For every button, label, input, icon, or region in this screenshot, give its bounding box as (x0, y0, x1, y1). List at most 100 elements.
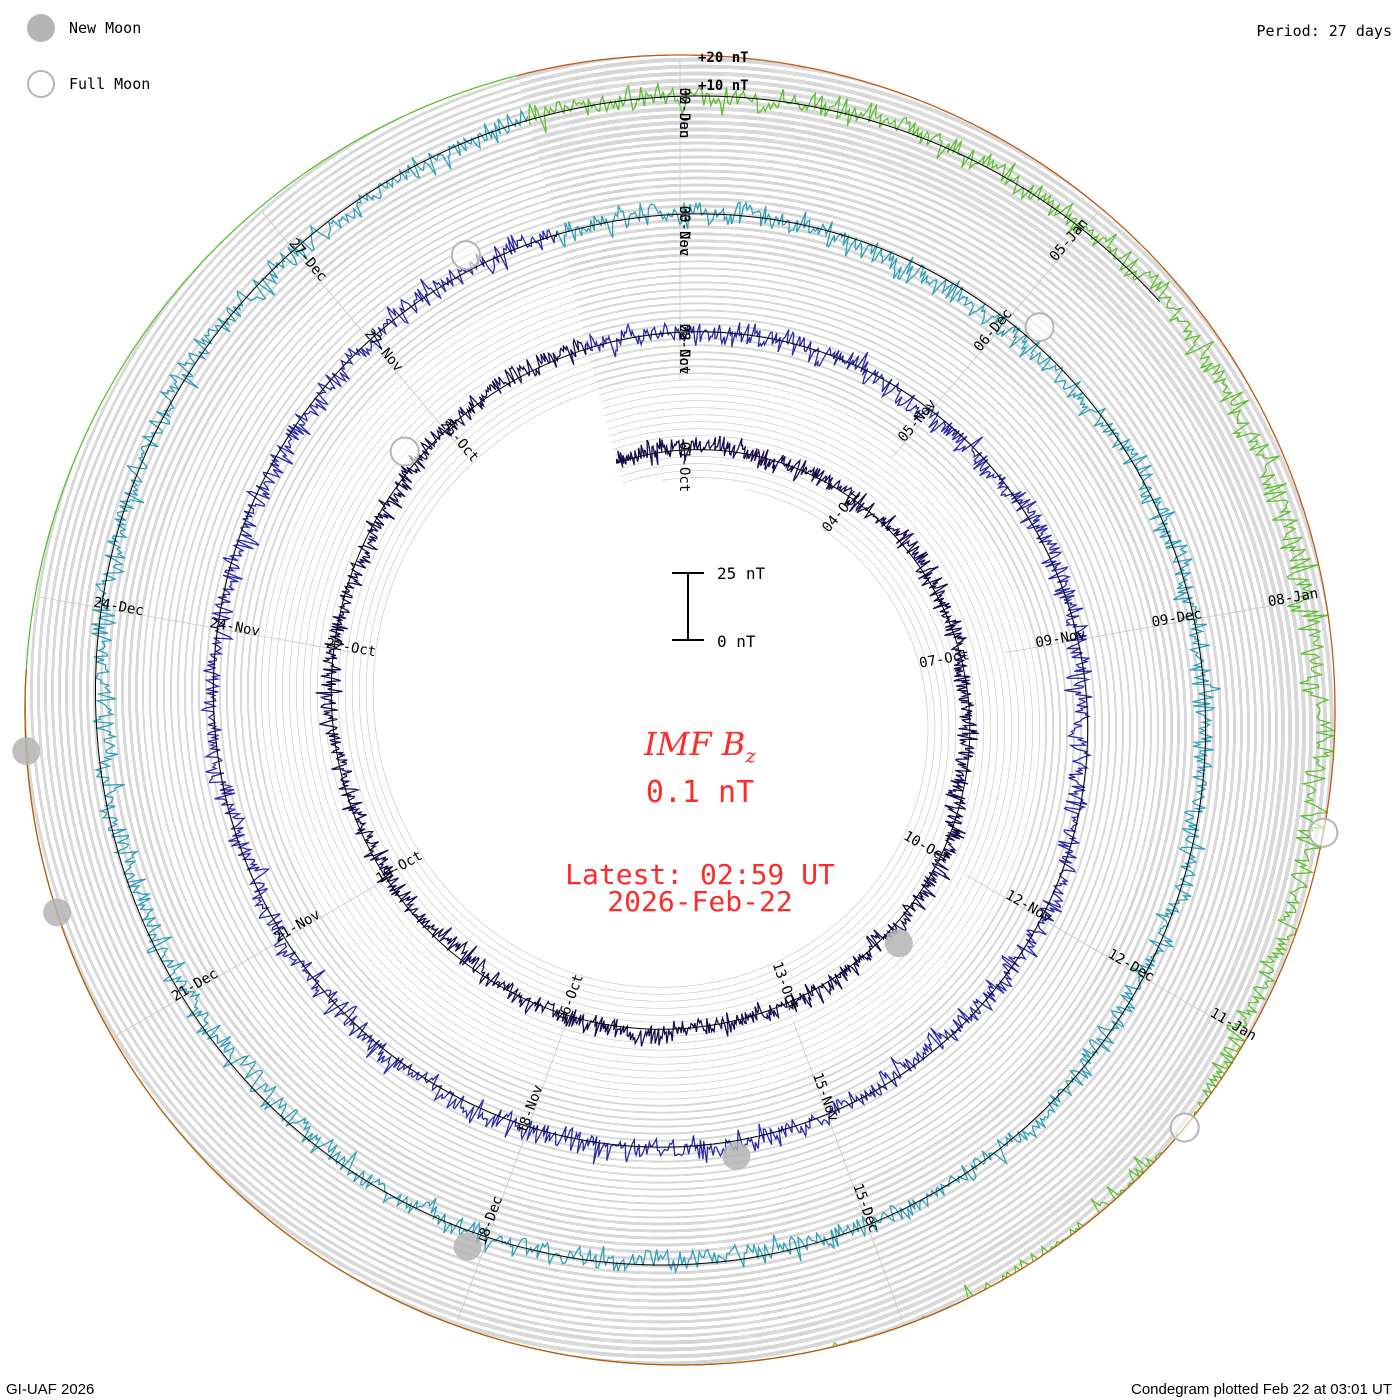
new-moon-marker (12, 737, 41, 766)
grid-spiral-line (67, 67, 1234, 1294)
new-moon-marker (43, 898, 72, 927)
date-tick-label: 03-Dec (676, 206, 692, 257)
radial-spoke (965, 874, 1244, 1036)
grid-spiral-line (45, 128, 1256, 1316)
grid-spiral-line (116, 116, 1303, 1363)
grid-spiral-line (522, 71, 1201, 313)
grid-spiral-line (109, 109, 1310, 1353)
grid-spiral-line (532, 113, 1306, 1366)
scale-bar: 25 nT 0 nT (672, 564, 766, 651)
radial-spokes (39, 60, 1321, 1321)
grid-spiral-line (46, 113, 1255, 1315)
grid-spiral-line (51, 61, 1250, 1310)
grid-spiral-line (86, 86, 1333, 1275)
grid-spiral-line (102, 102, 1317, 1259)
quantity-title-main: IMF B (644, 725, 746, 763)
radial-spoke (1004, 596, 1321, 654)
grid-spiral-line (114, 114, 1305, 1365)
grid-spiral-line (74, 135, 1284, 1344)
radial-spoke (457, 1019, 568, 1321)
grid-spiral-line (53, 55, 1248, 1308)
date-tick-label: 30-Nov (676, 206, 692, 257)
grid-spiral-line (32, 150, 1269, 1329)
full-moon-marker (389, 436, 420, 467)
grid-spiral-line (44, 145, 1257, 1317)
grid-spiral-line (236, 127, 1292, 1352)
new-moon-marker (453, 1232, 482, 1261)
new-moon-icon (27, 14, 55, 42)
grid-spiral-line (93, 93, 1326, 1268)
grid-spiral-line (39, 157, 1262, 1322)
grid-spiral-line (60, 60, 1241, 1301)
grid-spiral-line (66, 66, 1235, 1295)
grid-spiral-line (59, 59, 1242, 1302)
quantity-title-subscript: z (745, 743, 756, 768)
ring-scale-labels: +20 nT +10 nT (698, 50, 749, 94)
radial-spoke (792, 1019, 903, 1321)
grid-spiral-line (129, 129, 1290, 1350)
grid-spiral-line (61, 136, 1283, 1343)
latest-date: 2026-Feb-22 (607, 885, 793, 918)
period-label: Period: 27 days (1256, 22, 1392, 40)
grid-spiral-line (527, 92, 1327, 1004)
legend-full-moon-label: Full Moon (69, 75, 151, 93)
full-moon-marker (1169, 1112, 1200, 1143)
scale-bar-top-label: 25 nT (717, 564, 766, 583)
grid-spiral-line (79, 79, 1318, 1282)
grid-spiral-line (26, 141, 1278, 1338)
grid-spiral-line (51, 137, 1282, 1342)
grid-spiral-line (31, 149, 1270, 1330)
latest-time: Latest: 02:59 UT (565, 858, 835, 891)
quantity-title: IMF Bz (0, 725, 1400, 767)
grid-spiral-line (30, 148, 1271, 1331)
ring-scale-label-20: +20 nT (698, 50, 749, 66)
grid-spiral-line (128, 128, 1291, 1351)
date-tick-label: 02-Jan (676, 88, 692, 139)
grid-spiral-line (108, 108, 1311, 1345)
date-tick-label: 01-Oct (676, 442, 692, 493)
grid-spiral-line (123, 123, 1296, 1356)
legend-new-moon: New Moon (27, 14, 141, 42)
scale-bar-bottom-label: 0 nT (717, 632, 756, 651)
date-tick-label: 28-Oct (676, 324, 692, 375)
grid-spiral-line (88, 134, 1285, 1345)
radial-spoke (116, 874, 395, 1036)
grid-spiral-line (73, 73, 1240, 1288)
grid-spiral-line (524, 78, 1309, 526)
date-tick-label: 30-Dec (676, 88, 692, 139)
credit-label: GI-UAF 2026 (6, 1381, 95, 1398)
grid-spiral-line (80, 80, 1325, 1281)
new-moon-marker (722, 1142, 751, 1171)
full-moon-icon (27, 70, 55, 98)
grid-spiral-line (94, 94, 1325, 1267)
grid-spiral-line (65, 65, 1236, 1296)
grid-spiral-line (74, 74, 1257, 1287)
grid-spiral-line (122, 122, 1297, 1357)
grid-spiral-line (52, 57, 1249, 1309)
full-moon-marker (450, 240, 481, 271)
grid-spiral-line (115, 115, 1304, 1364)
grid-spiral-line (38, 156, 1263, 1323)
grid-spiral-line (519, 57, 790, 84)
zero-reference-line (95, 95, 1206, 1266)
radial-spoke (891, 211, 1099, 458)
moon-markers (12, 240, 1339, 1261)
grid-spiral-line (58, 58, 1243, 1303)
full-moon-marker (1024, 312, 1055, 343)
full-moon-marker (1308, 817, 1339, 848)
grid-spiral-line (25, 142, 1277, 1337)
grid-spiral-line (121, 121, 1298, 1358)
plotted-label: Condegram plotted Feb 22 at 03:01 UT (1131, 1381, 1392, 1398)
grid-spiral-line (438, 120, 1299, 1359)
grid-spiral-line (25, 143, 1276, 1336)
grid-spiral-line (526, 85, 1334, 763)
current-value: 0.1 nT (645, 775, 755, 810)
radial-spoke (39, 596, 356, 654)
bz-trace-1 (200, 229, 1093, 1165)
grid-spiral-line (520, 64, 1014, 147)
ring-scale-label-10: +10 nT (698, 78, 749, 94)
zero-reference-spiral (95, 95, 1206, 1266)
grid-spiral-line (37, 155, 1264, 1324)
grid-spiral-line (130, 130, 1289, 1349)
